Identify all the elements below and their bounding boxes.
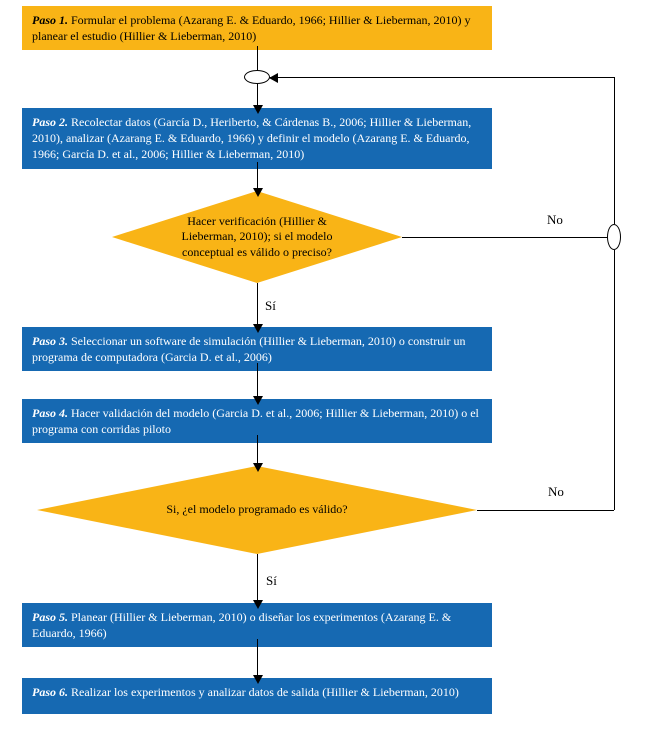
edge-e5 bbox=[257, 363, 258, 399]
edge-e7 bbox=[257, 554, 258, 603]
edge-e7-arrowhead bbox=[253, 600, 263, 609]
edge-e6 bbox=[257, 435, 258, 466]
label-no2: No bbox=[548, 484, 564, 500]
label-yes2: Sí bbox=[266, 573, 277, 589]
step1-title: Paso 1. bbox=[32, 13, 68, 27]
edge-e3 bbox=[257, 162, 258, 191]
edge-e6-arrowhead bbox=[253, 463, 263, 472]
edge-e3-arrowhead bbox=[253, 188, 263, 197]
step1-text: Formular el problema (Azarang E. & Eduar… bbox=[32, 13, 471, 43]
step5-text: Planear (Hillier & Lieberman, 2010) o di… bbox=[32, 610, 451, 640]
edge-e4-arrowhead bbox=[253, 324, 263, 333]
step3-title: Paso 3. bbox=[32, 334, 68, 348]
step6-text: Realizar los experimentos y analizar dat… bbox=[71, 685, 459, 699]
edge-e13-arrowhead bbox=[269, 73, 278, 83]
edge-e1 bbox=[257, 46, 258, 70]
conn1 bbox=[244, 70, 270, 84]
label-yes1: Sí bbox=[265, 298, 276, 314]
edge-e13 bbox=[270, 77, 614, 78]
step1: Paso 1. Formular el problema (Azarang E.… bbox=[22, 6, 492, 50]
edge-e10 bbox=[477, 510, 614, 511]
edge-e8-arrowhead bbox=[253, 675, 263, 684]
step2-title: Paso 2. bbox=[32, 115, 68, 129]
edge-e8 bbox=[257, 639, 258, 678]
edge-e2-arrowhead bbox=[253, 105, 263, 114]
edge-e9 bbox=[402, 237, 607, 238]
edge-e4 bbox=[257, 283, 258, 327]
dec1-text: Hacer verificación (Hillier & Lieberman,… bbox=[167, 207, 347, 267]
label-no1: No bbox=[547, 212, 563, 228]
edge-e5-arrowhead bbox=[253, 396, 263, 405]
step5-title: Paso 5. bbox=[32, 610, 68, 624]
edge-e11 bbox=[614, 250, 615, 510]
dec2-text: Si, ¿el modelo programado es válido? bbox=[121, 481, 394, 538]
step4-title: Paso 4. bbox=[32, 406, 68, 420]
step3-text: Seleccionar un software de simulación (H… bbox=[32, 334, 466, 364]
step4-text: Hacer validación del modelo (Garcia D. e… bbox=[32, 406, 479, 436]
step2: Paso 2. Recolectar datos (García D., Her… bbox=[22, 108, 492, 169]
edge-e12 bbox=[614, 77, 615, 224]
step2-text: Recolectar datos (García D., Heriberto, … bbox=[32, 115, 471, 161]
step6-title: Paso 6. bbox=[32, 685, 68, 699]
conn2 bbox=[607, 224, 621, 250]
